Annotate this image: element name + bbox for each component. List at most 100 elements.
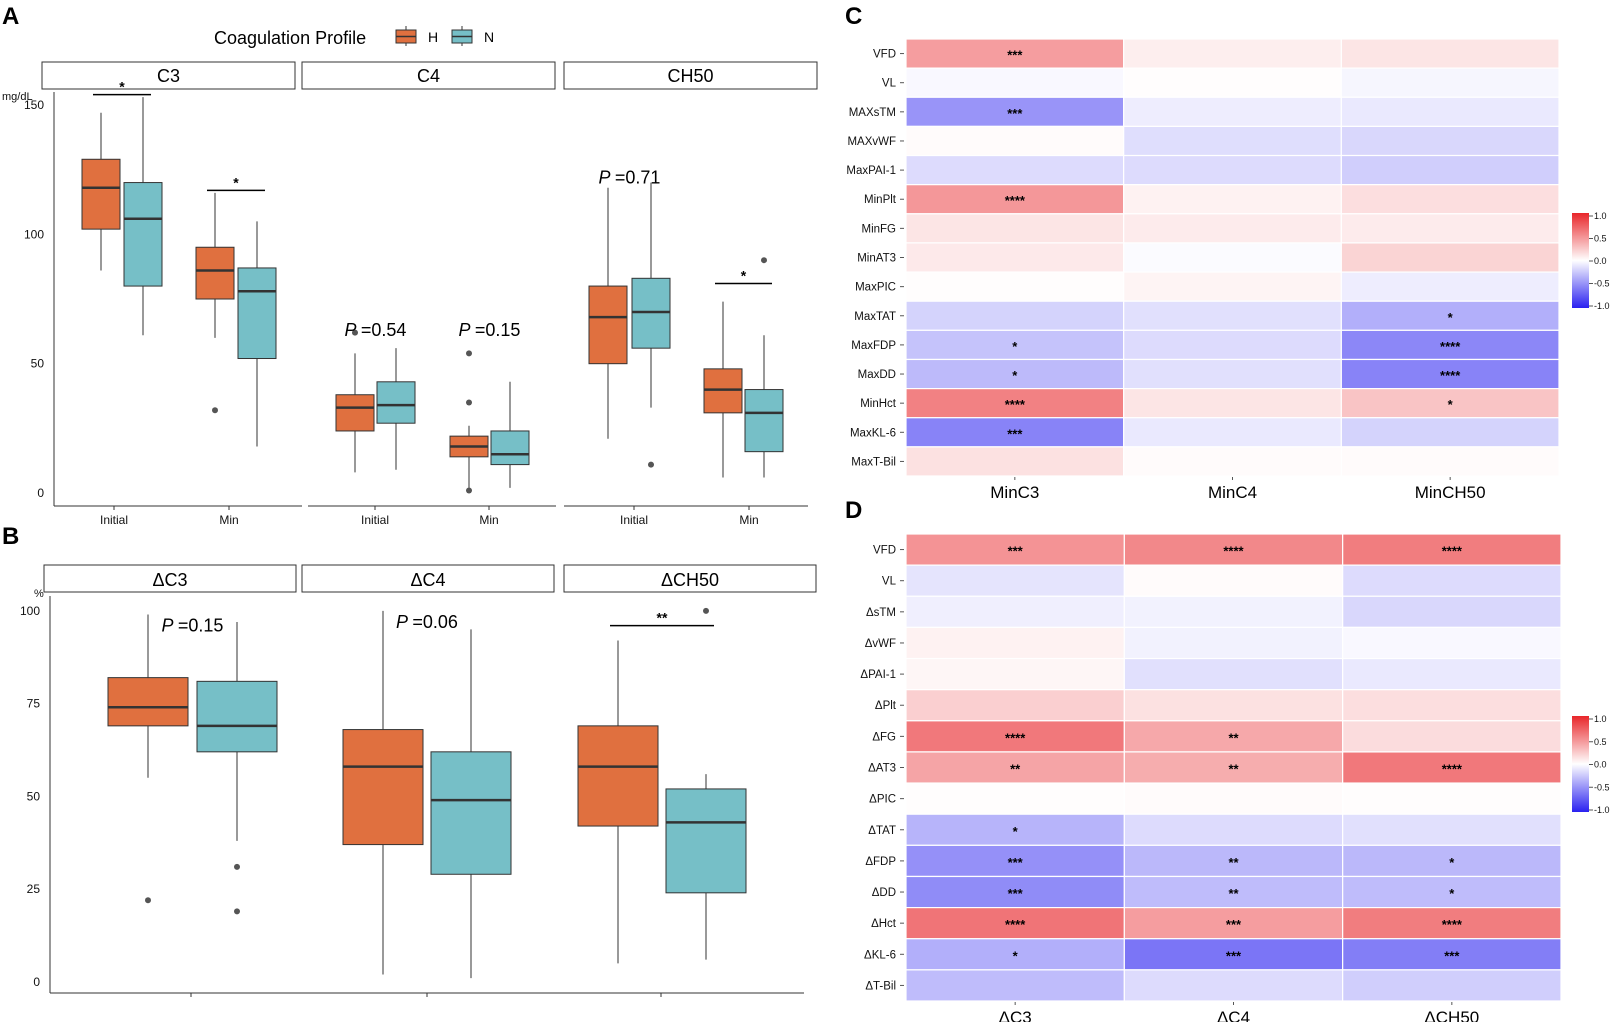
box-h <box>342 729 424 846</box>
heatmap-cell <box>1342 969 1562 1002</box>
facet-title: ΔC3 <box>152 570 187 590</box>
heatmap-cell <box>1123 67 1342 98</box>
row-label: MaxFDP <box>851 340 896 352</box>
heatmap-cell <box>1123 329 1342 361</box>
outlier-point <box>212 407 218 414</box>
legend-key-h <box>395 26 417 46</box>
outlier-point <box>234 863 240 870</box>
colorbar-tick-label: 0.0 <box>1594 256 1607 266</box>
legend-title: Coagulation Profile <box>214 28 366 48</box>
facet-delta-c4: ΔC4 <box>301 564 555 593</box>
heatmap-cell <box>905 38 1125 69</box>
heatmap-cell <box>1123 154 1342 186</box>
facet-title: C3 <box>157 66 180 86</box>
heatmap-cell <box>1342 626 1562 660</box>
row-label: MaxKL-6 <box>850 427 896 439</box>
heatmap-cell <box>1123 689 1344 722</box>
p-value-label: P =0.15 <box>459 320 521 340</box>
heatmap-cell <box>1340 38 1560 69</box>
p-value-label: P =0.54 <box>345 320 407 340</box>
heatmap-cell <box>1123 969 1344 1002</box>
panel-b-unit: % <box>34 588 44 600</box>
cell-significance: *** <box>1007 48 1023 63</box>
box-n <box>237 267 277 360</box>
heatmap-cell <box>1340 329 1560 361</box>
heatmap-cell <box>1123 938 1344 971</box>
box-h <box>107 677 189 727</box>
heatmap-cell <box>1340 300 1560 331</box>
row-label: MAXvWF <box>847 136 896 148</box>
heatmap-cell <box>905 125 1125 157</box>
colorbar-tick-label: 1.0 <box>1594 714 1607 724</box>
heatmap-cell <box>905 751 1125 784</box>
y-tick-label: 100 <box>20 604 40 618</box>
outlier-point <box>352 329 358 336</box>
outlier-point <box>145 897 151 904</box>
p-symbol: P <box>162 616 178 636</box>
heatmap-cell <box>1342 533 1562 566</box>
y-tick-label: 0 <box>33 975 40 989</box>
panel-label-a: A <box>2 3 19 30</box>
outlier-point <box>234 908 240 915</box>
column-label: ΔCH50 <box>1424 1008 1479 1022</box>
colorbar-d: 1.0 0.5 0.0 -0.5 -1.0 <box>1572 714 1610 815</box>
heatmap-cell <box>1342 564 1562 597</box>
heatmap-cell <box>1123 533 1344 566</box>
heatmap-cell <box>1340 358 1560 390</box>
heatmap-cell <box>905 154 1125 186</box>
row-label: MaxTAT <box>854 311 896 323</box>
box-n <box>376 381 416 424</box>
facet-delta-c3: ΔC3 <box>43 564 297 593</box>
heatmap-cell <box>1340 67 1560 98</box>
heatmap-cell <box>1342 906 1562 940</box>
y-tick-label: 150 <box>24 98 44 112</box>
panel-b-yaxis: 0 25 50 75 100 <box>20 596 51 993</box>
row-label: ΔsTM <box>866 607 896 619</box>
heatmap-cell <box>1340 154 1560 186</box>
heatmap-cell <box>905 657 1125 691</box>
cell-significance: *** <box>1007 106 1023 121</box>
heatmap-cell <box>1340 271 1560 302</box>
outlier-point <box>761 257 767 264</box>
heatmap-cell <box>1342 813 1562 846</box>
box-h <box>81 158 121 230</box>
heatmap-cell <box>905 626 1125 660</box>
cell-significance: **** <box>1005 730 1026 745</box>
row-label: ΔKL-6 <box>864 949 896 961</box>
heatmap-cell <box>905 969 1125 1002</box>
box-n <box>665 788 747 894</box>
column-label: MinC4 <box>1208 483 1257 502</box>
row-label: MinPlt <box>864 194 897 206</box>
heatmap-cell <box>905 906 1125 940</box>
heatmap-cell <box>905 595 1125 628</box>
panel-a-marks: Initial Min**Initial MinP =0.54 P =0.15Init… <box>81 79 784 527</box>
panel-a-yaxis: 0 50 100 150 <box>24 92 55 506</box>
p-value-label: P =0.71 <box>599 167 661 187</box>
p-symbol: P <box>345 320 361 340</box>
box-n <box>744 389 784 453</box>
cell-significance: **** <box>1005 917 1026 932</box>
significance-stars: * <box>741 267 747 283</box>
outlier-point <box>466 399 472 406</box>
cell-significance: * <box>1012 368 1018 383</box>
p-value-label: P =0.06 <box>396 612 458 632</box>
heatmap-cell <box>1342 689 1562 722</box>
heatmap-cell <box>1342 720 1562 753</box>
row-label: ΔFDP <box>865 856 896 868</box>
cell-significance: *** <box>1007 426 1023 441</box>
legend: Coagulation Profile H N <box>214 26 494 48</box>
row-label: MinHct <box>860 398 897 410</box>
box-h <box>195 246 235 300</box>
x-tick-label: Min <box>739 513 758 527</box>
box-h <box>588 285 628 365</box>
box-n <box>196 680 278 753</box>
colorbar-tick-label: -0.5 <box>1594 279 1610 289</box>
facet-title: ΔC4 <box>410 570 445 590</box>
outlier-point <box>466 487 472 494</box>
row-label: ΔPlt <box>875 700 897 712</box>
heatmap-cell <box>1342 657 1562 691</box>
box-h <box>703 368 743 414</box>
heatmap-cell <box>905 96 1125 128</box>
